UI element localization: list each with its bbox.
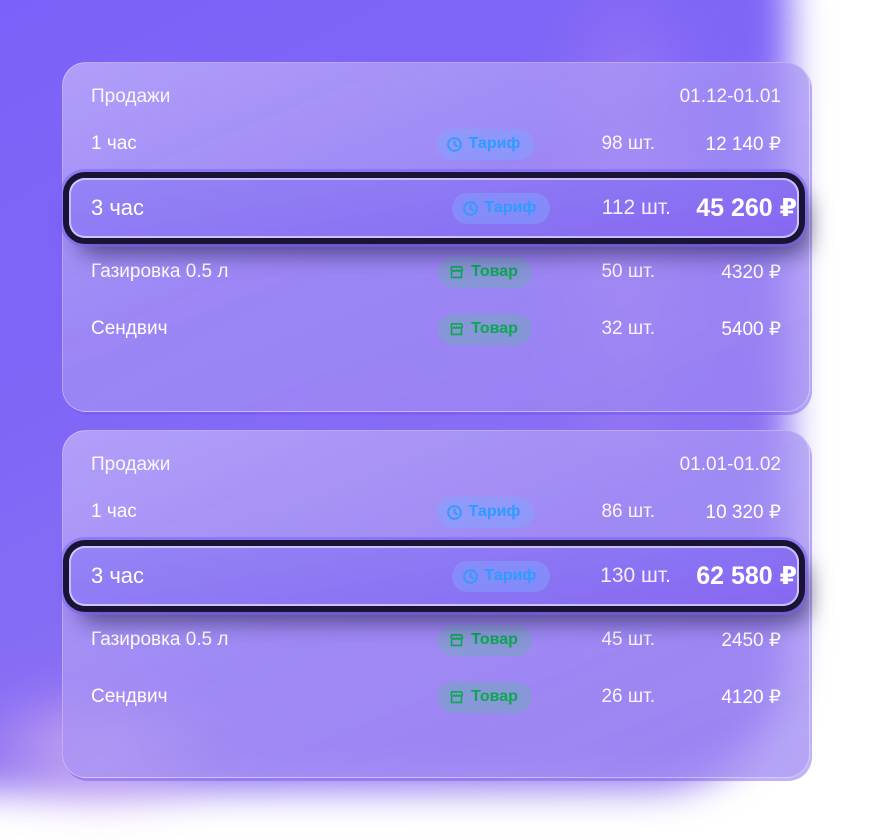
row-quantity: 130 шт.: [600, 564, 671, 587]
row-quantity: 112 шт.: [601, 196, 671, 219]
row-quantity: 26 шт.: [601, 686, 655, 707]
clock-icon: [462, 200, 479, 217]
row-label: Сендвич: [91, 686, 168, 707]
sales-card-december: Продажи 01.12-01.01 1 час Тариф 98 шт. 1…: [62, 62, 810, 412]
sales-row-1-hour[interactable]: 1 час Тариф 98 шт. 12 140 ₽: [91, 121, 781, 167]
sales-row-sandwich[interactable]: Сендвич Товар 26 шт. 4120 ₽: [91, 674, 781, 720]
sales-row-sandwich[interactable]: Сендвич Товар 32 шт. 5400 ₽: [91, 306, 781, 352]
sales-rows: 1 час Тариф 86 шт. 10 320 ₽ 3 час Тариф …: [69, 489, 799, 720]
row-label: Газировка 0.5 л: [91, 629, 229, 650]
badge-label: Тариф: [484, 567, 537, 584]
row-label: 3 час: [91, 195, 145, 220]
row-quantity: 45 шт.: [601, 629, 655, 650]
row-amount: 5400 ₽: [721, 318, 781, 340]
card-header: Продажи 01.12-01.01: [91, 85, 781, 109]
row-amount: 4320 ₽: [721, 261, 781, 283]
badge-label: Товар: [471, 320, 518, 337]
product-badge: Товар: [438, 624, 532, 656]
badge-label: Товар: [471, 688, 518, 705]
sales-row-3-hours-selected[interactable]: 3 час Тариф 130 шт. 62 580 ₽: [69, 546, 799, 606]
row-quantity: 32 шт.: [601, 318, 655, 339]
product-badge: Товар: [438, 256, 532, 288]
sales-row-3-hours-selected[interactable]: 3 час Тариф 112 шт. 45 260 ₽: [69, 178, 799, 238]
clock-icon: [462, 568, 479, 585]
row-amount: 4120 ₽: [721, 686, 781, 708]
sales-card-january: Продажи 01.01-01.02 1 час Тариф 86 шт. 1…: [62, 430, 810, 778]
storefront-icon: [448, 264, 465, 281]
sales-rows: 1 час Тариф 98 шт. 12 140 ₽ 3 час Тариф …: [69, 121, 799, 352]
clock-icon: [446, 136, 463, 153]
product-badge: Товар: [438, 681, 532, 713]
card-title: Продажи: [91, 86, 171, 107]
product-badge: Товар: [438, 313, 532, 345]
row-quantity: 50 шт.: [601, 261, 655, 282]
card-period: 01.12-01.01: [679, 86, 781, 107]
badge-label: Тариф: [468, 503, 521, 520]
row-amount: 62 580 ₽: [696, 562, 797, 590]
tariff-badge: Тариф: [435, 496, 535, 528]
row-label: 1 час: [91, 133, 137, 154]
tariff-badge: Тариф: [451, 192, 551, 224]
tariff-badge: Тариф: [435, 128, 535, 160]
sales-row-1-hour[interactable]: 1 час Тариф 86 шт. 10 320 ₽: [91, 489, 781, 535]
badge-label: Тариф: [484, 199, 537, 216]
row-amount: 2450 ₽: [721, 629, 781, 651]
badge-label: Товар: [471, 631, 518, 648]
clock-icon: [446, 504, 463, 521]
storefront-icon: [448, 321, 465, 338]
card-period: 01.01-01.02: [679, 454, 781, 475]
storefront-icon: [448, 689, 465, 706]
row-amount: 45 260 ₽: [696, 194, 797, 222]
badge-label: Товар: [471, 263, 518, 280]
row-amount: 12 140 ₽: [705, 133, 781, 155]
sales-row-soda[interactable]: Газировка 0.5 л Товар 50 шт. 4320 ₽: [91, 249, 781, 295]
row-amount: 10 320 ₽: [705, 501, 781, 523]
storefront-icon: [448, 632, 465, 649]
card-title: Продажи: [91, 454, 171, 475]
card-header: Продажи 01.01-01.02: [91, 453, 781, 477]
row-label: Газировка 0.5 л: [91, 261, 229, 282]
tariff-badge: Тариф: [451, 560, 551, 592]
row-label: Сендвич: [91, 318, 168, 339]
badge-label: Тариф: [468, 135, 521, 152]
row-label: 3 час: [91, 563, 145, 588]
sales-row-soda[interactable]: Газировка 0.5 л Товар 45 шт. 2450 ₽: [91, 617, 781, 663]
row-quantity: 86 шт.: [601, 501, 655, 522]
row-label: 1 час: [91, 501, 137, 522]
row-quantity: 98 шт.: [601, 133, 655, 154]
